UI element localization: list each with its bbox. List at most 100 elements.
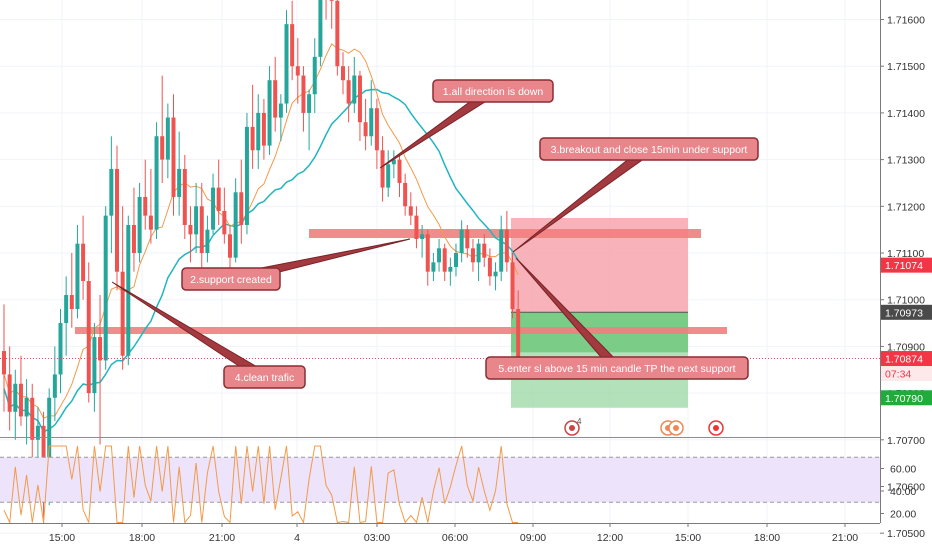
candle	[154, 122, 159, 239]
event-marker[interactable]	[708, 420, 724, 436]
candle	[18, 355, 23, 426]
candle	[267, 66, 272, 155]
candle	[290, 0, 295, 81]
candle	[250, 84, 255, 169]
annotation-text: 5.enter sl above 15 min candle TP the ne…	[498, 363, 735, 375]
candle	[261, 98, 266, 160]
candle	[431, 253, 436, 282]
oscillator-tick-label: 60.00	[890, 464, 916, 476]
time-tick-label: 06:00	[442, 532, 468, 544]
time-tick-label: 12:00	[597, 532, 623, 544]
price-badge-label: 1.70973	[885, 307, 923, 319]
candle	[103, 206, 108, 370]
candle	[346, 66, 351, 123]
candle	[425, 229, 430, 286]
time-tick-label: 4	[294, 532, 300, 544]
candle	[482, 234, 487, 268]
candle	[318, 0, 323, 67]
candle	[397, 154, 402, 197]
oscillator-line	[3, 445, 519, 525]
price-badge: 1.70874	[881, 351, 932, 367]
candle	[374, 98, 379, 169]
candle	[222, 187, 227, 244]
candle	[448, 257, 453, 286]
price-badge: 1.70973	[881, 304, 932, 320]
candle	[98, 295, 103, 445]
price-tick-label: 1.71000	[887, 295, 925, 307]
candle	[244, 112, 249, 235]
candle	[363, 98, 368, 151]
candle	[160, 75, 165, 183]
candles	[2, 0, 521, 524]
price-axis[interactable]: 1.71600 1.71500 1.71400 1.71300 1.71200 1.711…	[880, 15, 925, 541]
candle	[256, 94, 261, 169]
price-badge: 1.70790	[881, 390, 932, 406]
candle	[499, 215, 504, 282]
oscillator-tick-label: 40.00	[890, 486, 916, 498]
price-tick-label: 1.71300	[887, 155, 925, 167]
candle	[7, 346, 12, 431]
candle	[437, 238, 442, 272]
candle	[52, 346, 57, 422]
annotation-text: 4.clean trafic	[235, 372, 295, 384]
annotation-4[interactable]: 4.clean trafic	[223, 365, 306, 389]
candle	[278, 94, 283, 141]
event-marker[interactable]	[668, 420, 684, 436]
candle	[199, 182, 204, 272]
candle	[92, 323, 97, 412]
price-badge-label: 1.70790	[885, 393, 923, 405]
annotation-text: 3.breakout and close 15min under support	[551, 144, 748, 156]
price-tick-label: 1.70700	[887, 435, 925, 447]
annotations[interactable]: 1.all direction is down 2.support created…	[181, 79, 759, 389]
price-badge-label: 07:34	[885, 368, 911, 380]
candle	[81, 215, 86, 300]
candle	[335, 0, 340, 76]
candle	[143, 159, 148, 230]
candle	[131, 187, 136, 272]
oscillator-tick-label: 20.00	[890, 509, 916, 521]
annotation-2[interactable]: 2.support created	[181, 267, 281, 291]
candle	[273, 56, 278, 132]
candle	[487, 248, 492, 286]
event-marker[interactable]	[564, 420, 580, 436]
candle	[454, 243, 458, 277]
candle	[13, 369, 18, 440]
candle	[459, 220, 464, 263]
support-line-lower[interactable]	[75, 327, 727, 334]
candle	[148, 168, 153, 244]
price-tick-label: 1.70900	[887, 341, 925, 353]
candle	[216, 159, 221, 225]
candle	[386, 150, 391, 197]
time-axis[interactable]: 15:00 18:00 21:00 4 03:00 06:00 09:00 12:00 15:0…	[49, 523, 858, 544]
candle	[325, 0, 327, 20]
candle	[352, 56, 357, 113]
price-tick-label: 1.71500	[887, 61, 925, 73]
candle	[58, 309, 63, 394]
candle	[510, 253, 515, 319]
annotation-1[interactable]: 1.all direction is down	[432, 79, 554, 103]
candle	[357, 70, 362, 141]
time-tick-label: 15:00	[49, 532, 75, 544]
candle	[171, 94, 176, 216]
candle	[470, 238, 475, 272]
candle	[341, 52, 345, 95]
annotation-5[interactable]: 5.enter sl above 15 min candle TP the ne…	[485, 356, 749, 380]
annotation-3[interactable]: 3.breakout and close 15min under support	[539, 137, 759, 161]
price-tick-label: 1.71400	[887, 108, 925, 120]
candle	[391, 150, 396, 179]
time-tick-label: 09:00	[520, 532, 546, 544]
price-tick-label: 1.71600	[887, 15, 925, 27]
price-badge: 1.71074	[881, 257, 932, 273]
time-tick-label: 21:00	[209, 532, 235, 544]
event-markers[interactable]: 4	[564, 417, 724, 436]
candle	[194, 182, 199, 253]
candle	[329, 0, 334, 29]
candle	[239, 159, 244, 244]
candle	[188, 206, 193, 263]
candle	[476, 238, 481, 282]
candle	[30, 383, 35, 459]
candle	[75, 224, 80, 319]
candle	[115, 145, 119, 291]
